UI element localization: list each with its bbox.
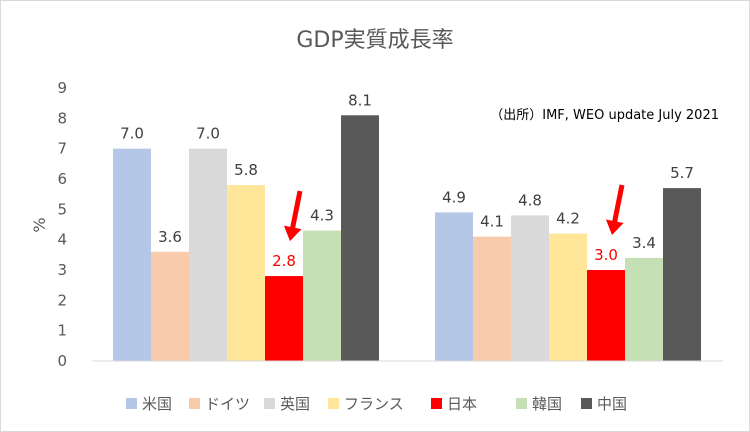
data-label: 4.8 [518, 191, 542, 209]
legend-swatch [431, 398, 442, 409]
y-axis-ticks: 0 1 2 3 4 5 6 7 8 9 [57, 79, 67, 370]
y-tick-label: 0 [57, 352, 67, 370]
bar-0-0 [113, 148, 151, 361]
y-tick-label: 3 [57, 261, 67, 279]
source-note: （出所）IMF, WEO update July 2021 [490, 108, 719, 123]
arrow-head-0 [283, 225, 302, 242]
legend-swatch [516, 398, 527, 409]
annotation-arrows [283, 184, 625, 242]
bar-3-0 [227, 185, 265, 361]
bar-5-0 [303, 230, 341, 361]
data-label: 4.9 [442, 188, 466, 206]
bar-1-1 [473, 236, 511, 361]
bar-3-1 [549, 233, 587, 361]
y-tick-label: 2 [57, 291, 67, 309]
data-label: 3.0 [594, 246, 618, 264]
y-tick-label: 1 [57, 322, 67, 340]
bar-1-0 [151, 251, 189, 361]
legend-label: 韓国 [532, 395, 562, 413]
legend-swatch [126, 398, 137, 409]
bar-4-0 [265, 276, 303, 361]
data-label: 2.8 [272, 252, 296, 270]
data-label: 4.1 [480, 213, 504, 231]
legend-label: 日本 [447, 395, 477, 413]
legend-label: 英国 [280, 395, 310, 413]
bars [113, 115, 701, 361]
data-labels: 7.0 4.9 3.6 4.1 7.0 4.8 5.8 4.2 2.8 3.0 4.3 3.4 8.1 5… [120, 91, 694, 270]
legend-label: ドイツ [205, 395, 250, 413]
bar-0-1 [435, 212, 473, 361]
bar-6-0 [341, 115, 379, 361]
bar-6-1 [663, 188, 701, 361]
arrow-shaft-1 [611, 184, 625, 224]
bar-2-1 [511, 215, 549, 361]
legend-label: 中国 [597, 395, 627, 413]
y-axis-label: % [30, 217, 49, 232]
legend-label: 米国 [142, 395, 172, 413]
bar-5-1 [625, 257, 663, 361]
arrow-shaft-0 [289, 190, 303, 230]
data-label: 4.3 [310, 207, 334, 225]
chart-title: GDP実質成長率 [296, 28, 453, 53]
bar-2-0 [189, 148, 227, 361]
y-tick-label: 8 [57, 109, 67, 127]
y-tick-label: 7 [57, 140, 67, 158]
legend-swatch [189, 398, 200, 409]
data-label: 4.2 [556, 210, 580, 228]
bar-4-1 [587, 270, 625, 361]
y-tick-label: 9 [57, 79, 67, 97]
y-tick-label: 5 [57, 200, 67, 218]
legend-swatch [264, 398, 275, 409]
y-tick-label: 6 [57, 170, 67, 188]
data-label: 5.7 [670, 164, 694, 182]
data-label: 7.0 [196, 125, 220, 143]
data-label: 8.1 [348, 91, 372, 109]
legend-swatch [328, 398, 339, 409]
data-label: 3.4 [632, 234, 656, 252]
data-label: 3.6 [158, 228, 182, 246]
legend-label: フランス [344, 395, 404, 413]
legend: 米国 ドイツ 英国 フランス 日本 韓国 中国 [126, 395, 627, 413]
y-tick-label: 4 [57, 231, 67, 249]
arrow-head-1 [605, 219, 624, 235]
data-label: 5.8 [234, 161, 258, 179]
data-label: 7.0 [120, 125, 144, 143]
legend-swatch [581, 398, 592, 409]
